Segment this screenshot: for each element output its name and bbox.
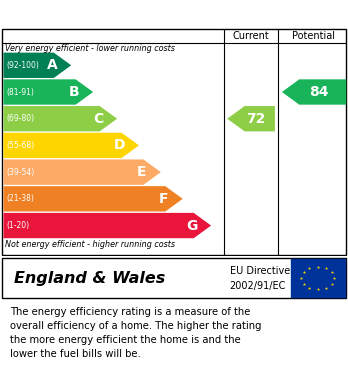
Polygon shape: [282, 79, 346, 105]
Text: (92-100): (92-100): [6, 61, 39, 70]
Text: EU Directive: EU Directive: [230, 266, 290, 276]
Text: 72: 72: [247, 112, 266, 126]
Text: F: F: [159, 192, 168, 206]
Text: (21-38): (21-38): [6, 194, 34, 203]
Text: B: B: [69, 85, 79, 99]
Polygon shape: [3, 133, 139, 158]
Polygon shape: [3, 53, 71, 78]
Polygon shape: [3, 79, 93, 105]
Text: (39-54): (39-54): [6, 168, 34, 177]
Text: Current: Current: [233, 31, 269, 41]
Text: G: G: [186, 219, 198, 233]
Text: E: E: [137, 165, 147, 179]
Text: Potential: Potential: [292, 31, 335, 41]
Text: Not energy efficient - higher running costs: Not energy efficient - higher running co…: [5, 240, 175, 249]
Text: (81-91): (81-91): [6, 88, 34, 97]
Text: Very energy efficient - lower running costs: Very energy efficient - lower running co…: [5, 44, 175, 53]
Text: (69-80): (69-80): [6, 114, 34, 123]
Text: (1-20): (1-20): [6, 221, 29, 230]
Text: A: A: [47, 58, 57, 72]
Bar: [291, 259, 345, 297]
Polygon shape: [227, 106, 275, 131]
Polygon shape: [3, 186, 183, 212]
Text: D: D: [114, 138, 126, 152]
Text: England & Wales: England & Wales: [14, 271, 165, 285]
Text: (55-68): (55-68): [6, 141, 34, 150]
Polygon shape: [3, 213, 211, 238]
Polygon shape: [3, 106, 117, 131]
Text: The energy efficiency rating is a measure of the
overall efficiency of a home. T: The energy efficiency rating is a measur…: [10, 307, 262, 359]
Text: Energy Efficiency Rating: Energy Efficiency Rating: [10, 7, 220, 22]
Polygon shape: [3, 160, 161, 185]
Text: C: C: [93, 112, 103, 126]
Text: 2002/91/EC: 2002/91/EC: [230, 281, 286, 291]
Text: 84: 84: [309, 85, 329, 99]
